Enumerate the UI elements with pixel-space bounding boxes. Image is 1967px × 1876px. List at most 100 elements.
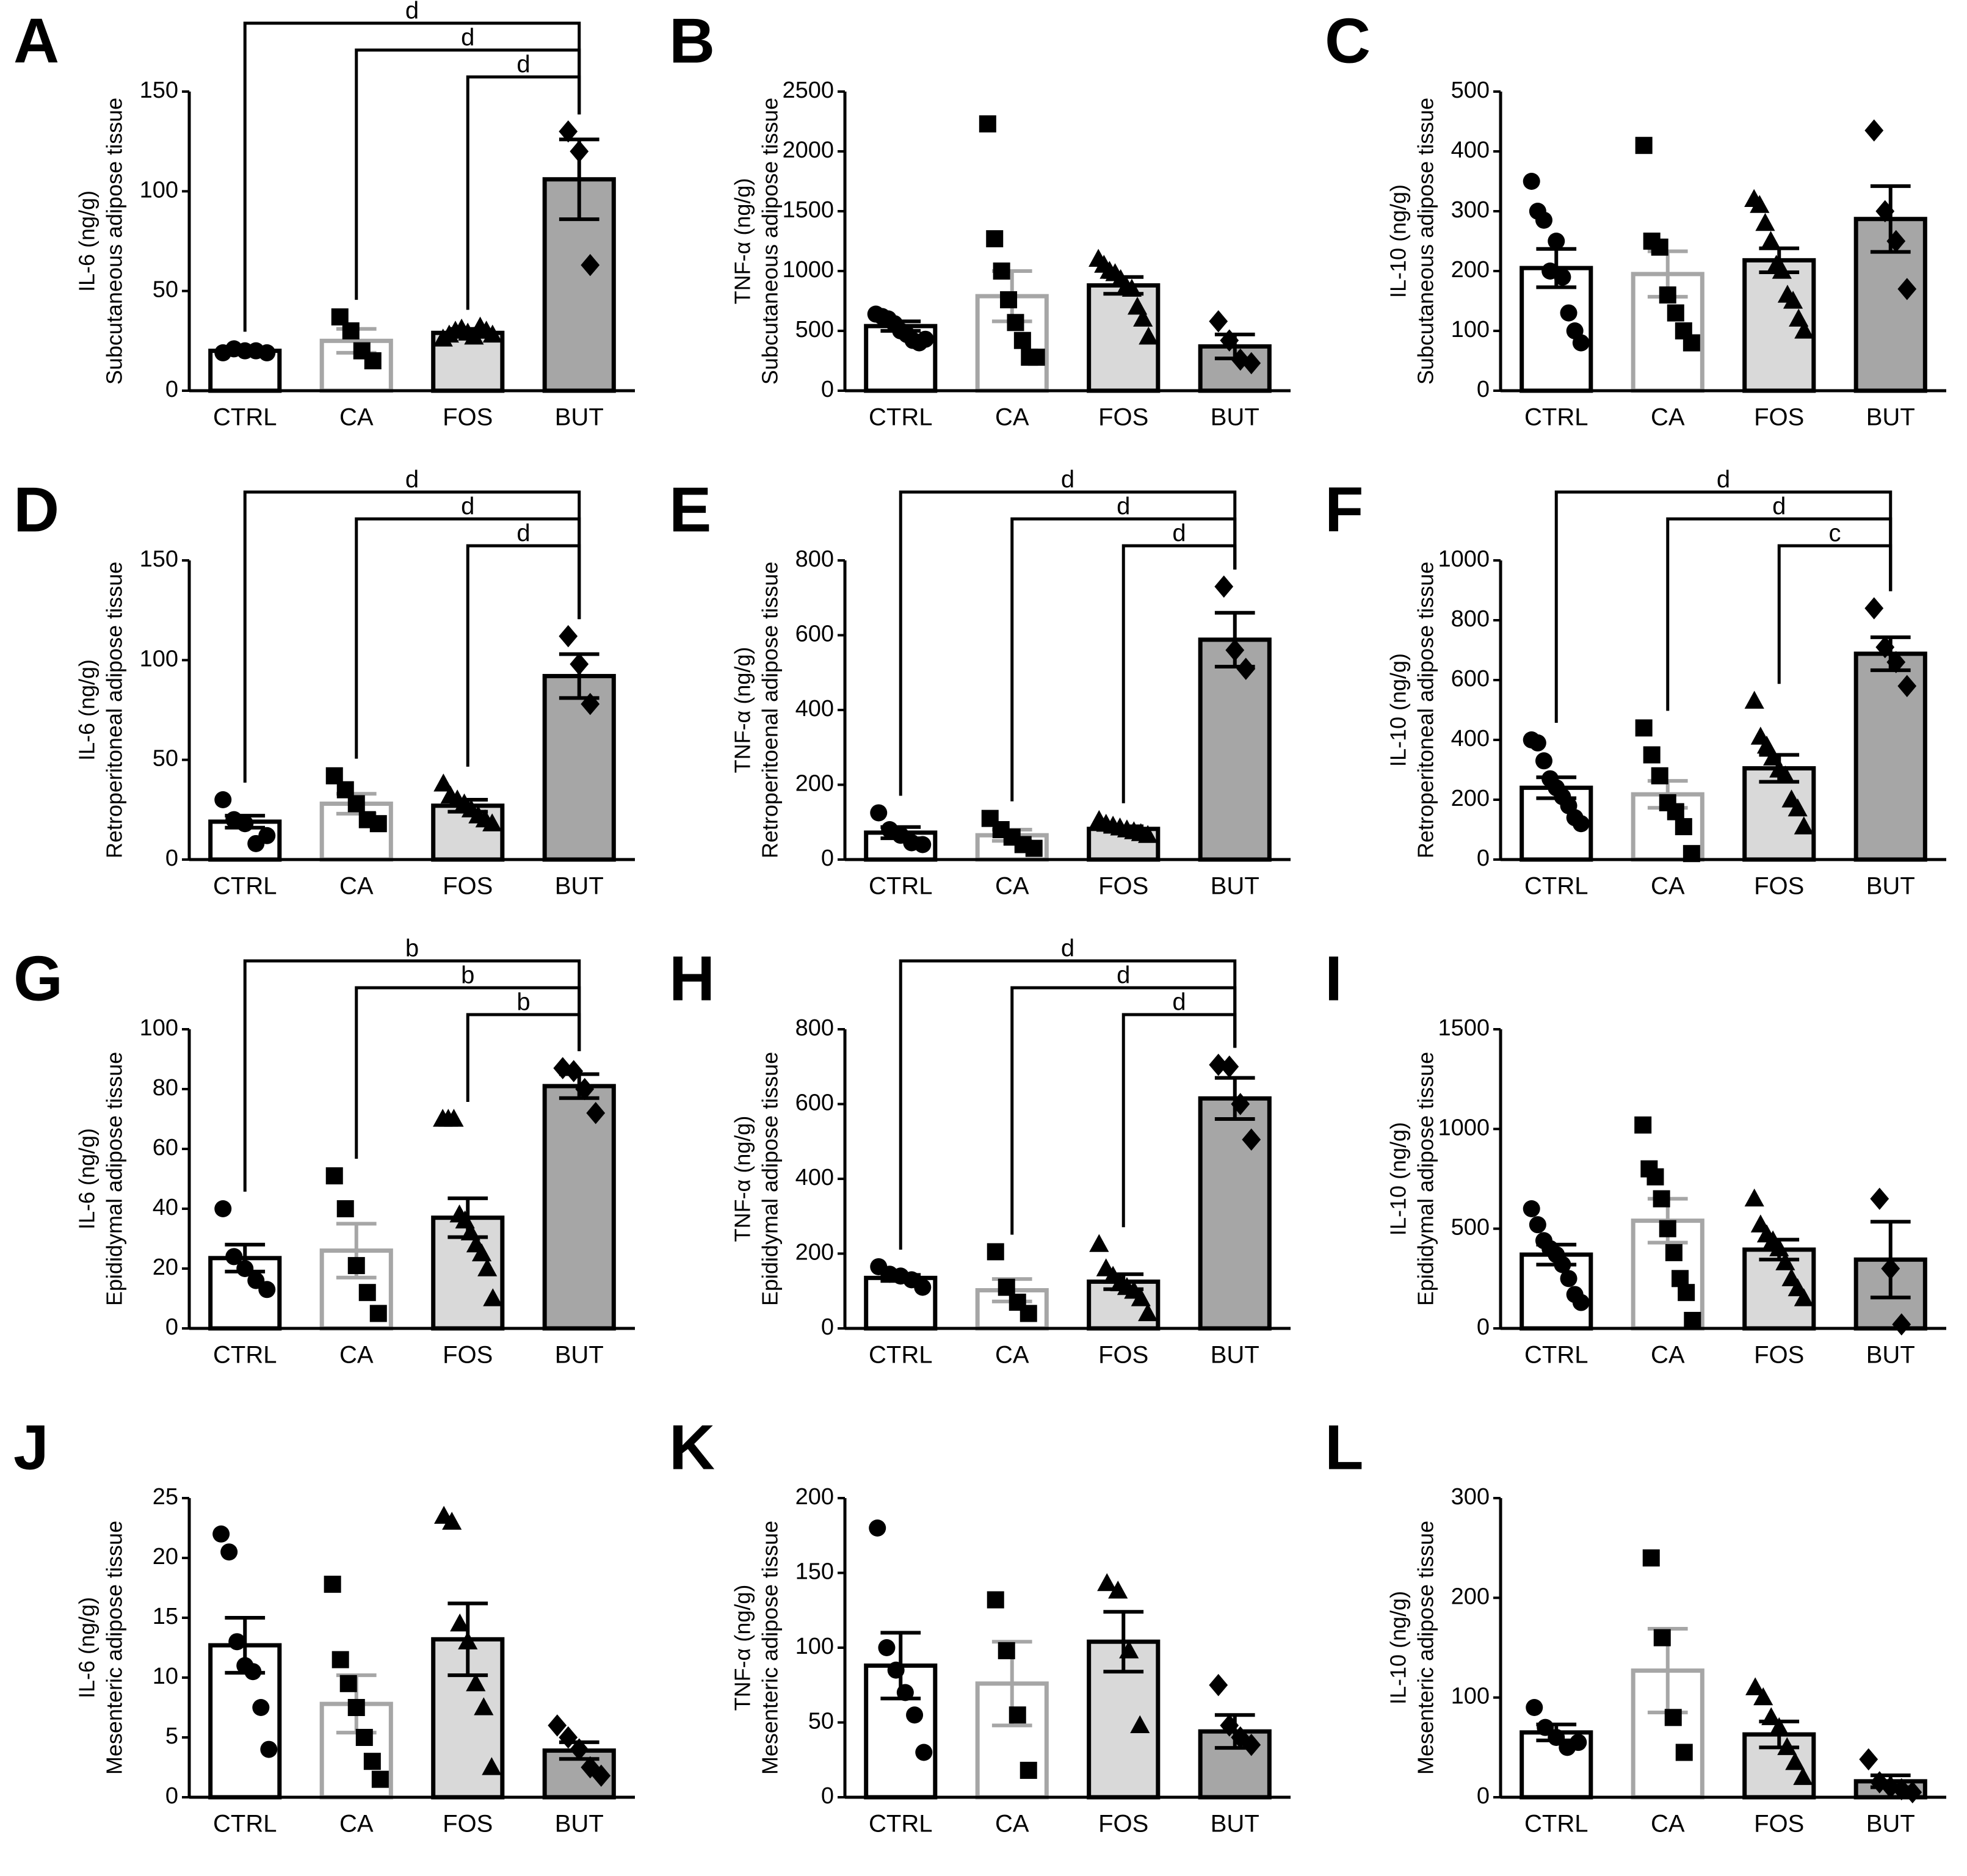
data-point — [1535, 211, 1552, 229]
x-tick-label: CTRL — [213, 1342, 277, 1369]
y-tick-label: 200 — [1451, 786, 1490, 811]
data-point — [1744, 690, 1764, 709]
data-point — [433, 773, 454, 792]
x-tick-label: CA — [339, 404, 374, 431]
y-axis-label: IL-6 (ng/g) — [74, 1128, 100, 1230]
data-point — [1121, 278, 1142, 297]
data-point — [1772, 261, 1792, 279]
data-point — [363, 1753, 381, 1770]
y-tick-label: 0 — [821, 1783, 834, 1809]
data-point — [1526, 1699, 1543, 1716]
x-tick-label: FOS — [443, 404, 493, 431]
data-point — [252, 1699, 270, 1716]
y-tick-label: 0 — [821, 1314, 834, 1340]
x-tick-label: BUT — [1866, 1342, 1915, 1369]
data-point — [369, 815, 387, 833]
data-point — [214, 1200, 232, 1217]
y-tick-label: 100 — [1451, 1684, 1490, 1709]
data-point — [1131, 1288, 1151, 1306]
data-point — [364, 352, 382, 369]
significance-label: d — [1117, 962, 1130, 989]
data-point — [1683, 334, 1700, 352]
panel-letter: G — [13, 943, 63, 1014]
data-point — [1775, 766, 1795, 784]
data-point — [1225, 639, 1245, 662]
data-point — [1864, 119, 1884, 142]
y-tick-label: 150 — [140, 78, 178, 103]
panel-letter: L — [1325, 1412, 1364, 1483]
x-tick-label: BUT — [1211, 1342, 1259, 1369]
data-point — [1785, 1752, 1805, 1770]
data-point — [1000, 291, 1018, 309]
data-point — [1220, 329, 1239, 352]
data-point — [1572, 1294, 1590, 1311]
data-point — [1892, 1313, 1911, 1336]
y-tick-label: 500 — [1451, 78, 1490, 103]
y-tick-label: 1500 — [782, 197, 834, 223]
x-tick-label: FOS — [1098, 873, 1148, 900]
y-tick-label: 60 — [153, 1135, 178, 1161]
y-tick-label: 1000 — [782, 257, 834, 283]
data-point — [1242, 1734, 1261, 1756]
y-tick-label: 15 — [153, 1604, 178, 1629]
significance-label: c — [1829, 520, 1841, 547]
x-tick-label: FOS — [443, 1342, 493, 1369]
x-tick-label: CA — [339, 1342, 374, 1369]
y-tick-label: 500 — [795, 317, 834, 342]
data-point — [1864, 597, 1884, 620]
y-tick-label: 40 — [153, 1195, 178, 1220]
data-point — [1025, 839, 1043, 857]
x-tick-label: FOS — [1098, 404, 1148, 431]
y-axis-label: Subcutaneous adipose tissue — [758, 98, 783, 385]
data-point — [1775, 1252, 1795, 1270]
x-tick-label: BUT — [1866, 873, 1915, 900]
significance-label: d — [1172, 989, 1186, 1016]
data-point — [1744, 1188, 1764, 1207]
y-axis-label: TNF-α (ng/g) — [730, 1585, 755, 1711]
y-axis-label: IL-10 (ng/g) — [1386, 1122, 1411, 1236]
data-point — [896, 1684, 914, 1701]
data-point — [887, 1661, 905, 1679]
x-tick-label: CTRL — [1524, 404, 1588, 431]
data-point — [1537, 1718, 1554, 1736]
x-tick-label: CA — [995, 404, 1029, 431]
y-axis-label: Epididymal adipose tissue — [758, 1052, 783, 1306]
y-axis-label: Subcutaneous adipose tissue — [1413, 98, 1438, 385]
data-point — [1675, 818, 1692, 836]
y-tick-label: 300 — [1451, 197, 1490, 223]
data-point — [1769, 1238, 1789, 1256]
x-tick-label: FOS — [1754, 1342, 1804, 1369]
panel-letter: I — [1325, 943, 1342, 1014]
data-point — [1209, 1053, 1228, 1076]
y-axis-label: IL-6 (ng/g) — [74, 190, 100, 292]
data-point — [1653, 1190, 1670, 1208]
x-tick-label: CTRL — [213, 404, 277, 431]
data-point — [1220, 1056, 1239, 1078]
data-point — [466, 1673, 486, 1692]
bar — [542, 1084, 616, 1331]
y-axis-label: Mesenteric adipose tissue — [102, 1521, 127, 1775]
y-tick-label: 200 — [795, 1484, 834, 1510]
data-point — [347, 795, 365, 813]
data-point — [1875, 636, 1895, 659]
data-point — [1523, 1200, 1540, 1217]
y-tick-label: 500 — [1451, 1215, 1490, 1240]
y-tick-label: 100 — [140, 1015, 178, 1041]
y-tick-label: 600 — [1451, 666, 1490, 692]
data-point — [1108, 1581, 1128, 1599]
x-tick-label: BUT — [1866, 404, 1915, 431]
x-tick-label: CA — [995, 1811, 1029, 1838]
data-point — [1097, 1573, 1117, 1592]
significance-bracket — [1121, 1013, 1237, 1228]
data-point — [371, 1770, 389, 1788]
y-tick-label: 0 — [1477, 377, 1490, 402]
significance-label: b — [516, 989, 530, 1016]
y-tick-label: 20 — [153, 1255, 178, 1280]
significance-label: d — [516, 51, 530, 78]
data-point — [1242, 352, 1261, 375]
data-point — [1875, 200, 1895, 223]
data-point — [1783, 291, 1803, 309]
data-point — [1133, 308, 1153, 327]
data-point — [1089, 1234, 1109, 1252]
data-point — [1659, 1220, 1676, 1237]
